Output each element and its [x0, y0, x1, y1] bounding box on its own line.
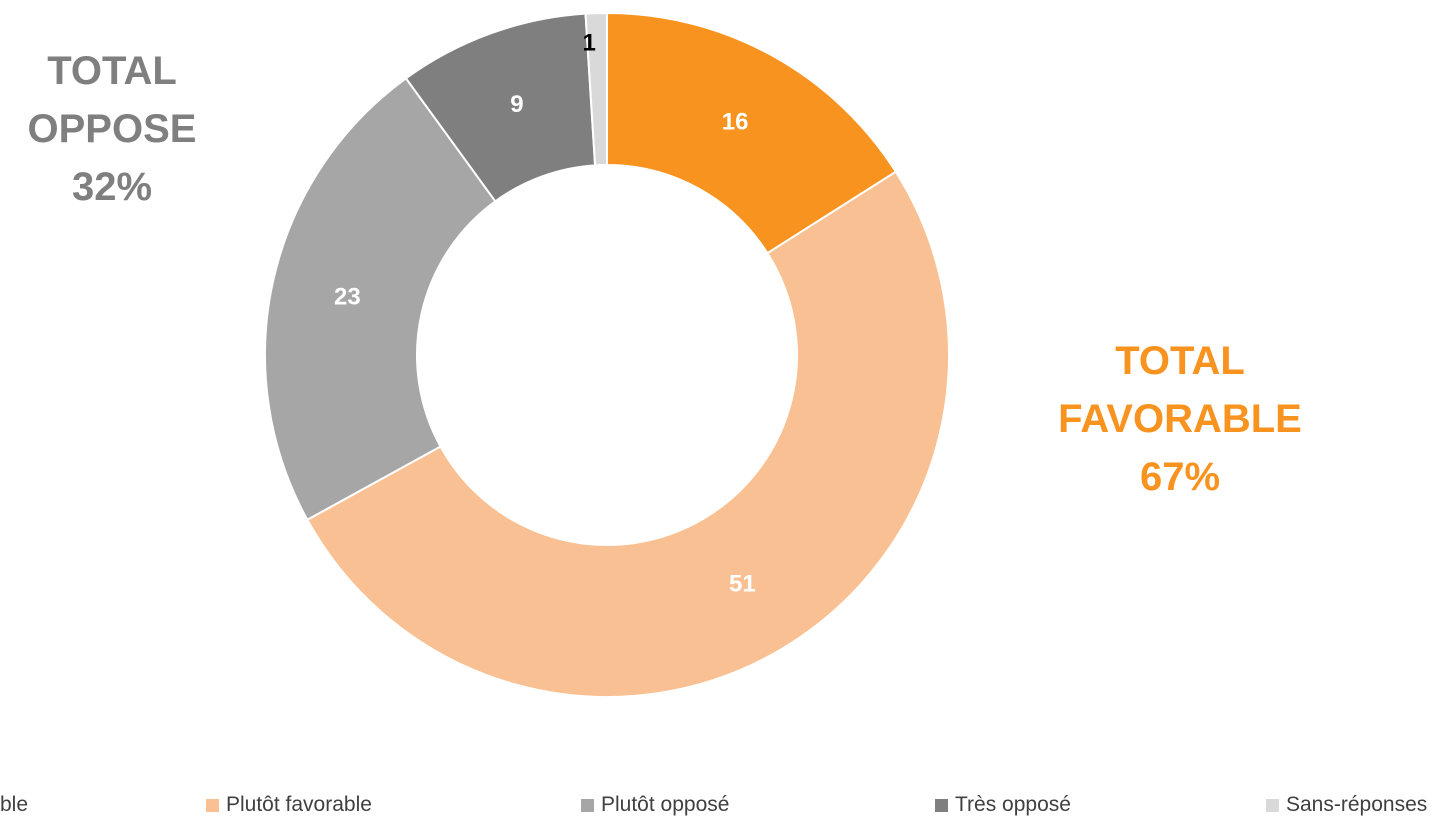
legend-label: Plutôt opposé — [601, 793, 730, 816]
total-oppose-percent: 32% — [71, 165, 153, 209]
data-label-sans-reponses: 1 — [583, 30, 596, 57]
legend-label: Plutôt favorable — [226, 793, 372, 816]
legend-label: Sans-réponses — [1286, 793, 1428, 816]
data-label-plutot-oppose: 23 — [334, 283, 361, 310]
legend-item-sans-reponses: Sans-réponses — [1266, 793, 1427, 817]
total-oppose-annotation: TOTAL OPPOSE 32% — [22, 42, 202, 216]
legend-swatch — [935, 798, 948, 812]
slice-sans-reponses — [584, 11, 608, 167]
total-favorable-annotation: TOTAL FAVORABLE 67% — [1050, 332, 1310, 506]
slice-tres-favorable — [606, 11, 898, 255]
slice-plutot-favorable — [305, 170, 950, 698]
legend-item-tres-favorable: ble — [0, 793, 28, 817]
legend-swatch — [581, 798, 594, 812]
legend-label: ble — [0, 793, 29, 816]
legend-item-plutot-favorable: Plutôt favorable — [206, 793, 372, 817]
data-label-plutot-favorable: 51 — [729, 570, 756, 597]
legend-item-tres-oppose: Très opposé — [935, 793, 1071, 817]
total-oppose-line2: OPPOSE — [27, 107, 197, 151]
slice-plutot-oppose — [264, 76, 497, 522]
total-favorable-line2: FAVORABLE — [1058, 397, 1302, 441]
legend-item-plutot-oppose: Plutôt opposé — [581, 793, 729, 817]
data-label-tres-favorable: 16 — [722, 108, 749, 135]
total-favorable-percent: 67% — [1139, 455, 1221, 499]
legend-swatch — [206, 798, 219, 812]
legend-label: Très opposé — [955, 793, 1071, 816]
data-label-tres-oppose: 9 — [510, 91, 523, 118]
total-favorable-line1: TOTAL — [1115, 339, 1245, 383]
total-oppose-line1: TOTAL — [47, 49, 177, 93]
legend-swatch — [1266, 798, 1279, 812]
